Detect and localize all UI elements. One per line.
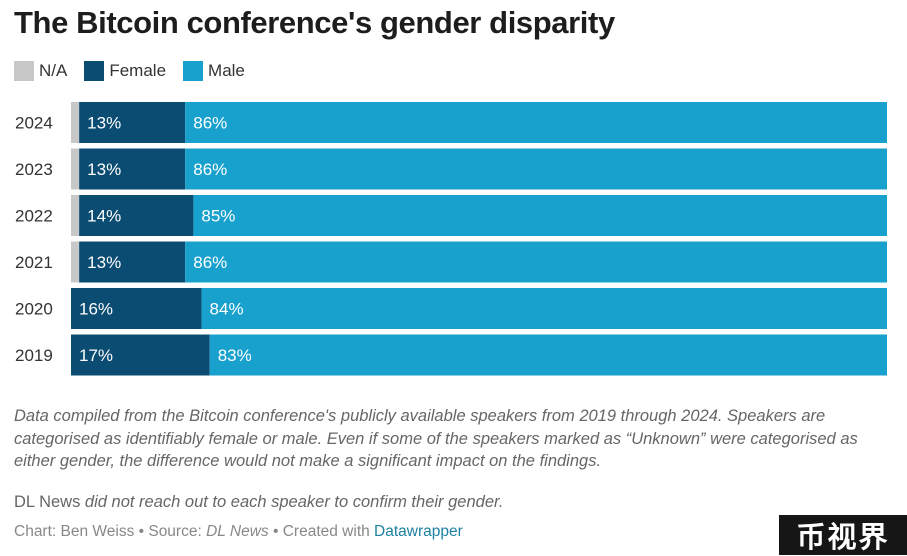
bar-male-2021 (185, 241, 888, 283)
bar-label-female-2024: 13% (87, 114, 121, 133)
year-label-2021: 2021 (15, 253, 53, 272)
bar-label-female-2019: 17% (79, 346, 113, 365)
year-label-2023: 2023 (15, 160, 53, 179)
datawrapper-link[interactable]: Datawrapper (374, 523, 463, 540)
bar-label-female-2021: 13% (87, 253, 121, 272)
legend: N/A Female Male (14, 61, 262, 81)
byline: Chart: Ben Weiss • Source: DL News • Cre… (14, 523, 463, 541)
bar-label-female-2023: 13% (87, 160, 121, 179)
bar-label-male-2023: 86% (193, 160, 227, 179)
byline-created: • Created with (268, 523, 375, 540)
watermark-logo: 币视界 (779, 515, 907, 555)
year-label-2019: 2019 (15, 346, 53, 365)
bar-female-2020 (71, 288, 202, 329)
legend-label-female: Female (109, 61, 167, 80)
bar-male-2019 (209, 334, 888, 376)
legend-label-male: Male (208, 61, 245, 80)
year-label-2020: 2020 (15, 300, 53, 319)
bar-label-male-2020: 84% (210, 300, 244, 319)
bar-label-male-2019: 83% (218, 346, 252, 365)
legend-label-na: N/A (39, 61, 68, 80)
disclaimer-source: DL News (14, 493, 81, 511)
year-label-2024: 2024 (15, 114, 53, 133)
bar-female-2023 (79, 148, 186, 190)
legend-swatch-female (84, 61, 105, 81)
bar-female-2024 (79, 102, 186, 143)
legend-swatch-na (14, 61, 34, 81)
disclaimer-text: did not reach out to each speaker to con… (80, 493, 504, 511)
bar-label-male-2024: 86% (193, 114, 227, 133)
chart-notes: Data compiled from the Bitcoin conferenc… (14, 407, 858, 470)
bar-label-male-2022: 85% (201, 207, 235, 226)
bar-n-a-2024 (71, 102, 80, 143)
byline-source: DL News (206, 523, 269, 540)
bar-female-2019 (71, 334, 210, 376)
legend-item-female: Female (84, 61, 166, 81)
stacked-bar-chart: 2024 13% 86% 2023 13% 86% 2022 14% 85% 2021 13% 86%… (15, 102, 888, 376)
bar-n-a-2023 (71, 148, 80, 190)
legend-swatch-male (183, 61, 204, 81)
bar-male-2023 (185, 148, 888, 190)
chart-title: The Bitcoin conference's gender disparit… (14, 5, 615, 40)
year-label-2022: 2022 (15, 207, 53, 226)
bar-female-2022 (79, 195, 194, 236)
legend-item-na: N/A (14, 61, 67, 81)
bar-label-female-2020: 16% (79, 300, 113, 319)
bar-male-2020 (201, 288, 887, 329)
bar-n-a-2021 (71, 241, 80, 283)
bar-male-2022 (193, 195, 887, 236)
legend-item-male: Male (183, 61, 245, 81)
bar-label-male-2021: 86% (193, 253, 227, 272)
bar-female-2021 (79, 241, 186, 283)
bar-label-female-2022: 14% (87, 207, 121, 226)
bar-n-a-2022 (71, 195, 80, 236)
bar-male-2024 (185, 102, 888, 143)
byline-prefix: Chart: Ben Weiss • Source: (14, 523, 207, 540)
disclaimer: DL News did not reach out to each speake… (14, 493, 503, 512)
